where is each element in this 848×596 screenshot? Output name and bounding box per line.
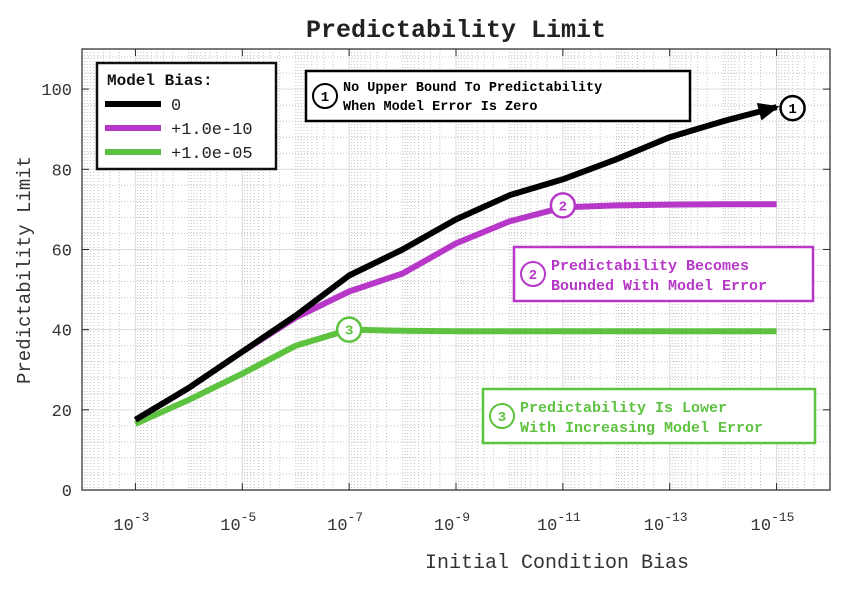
marker-label: 1 bbox=[788, 102, 796, 118]
y-tick-label: 0 bbox=[62, 483, 72, 502]
series-markers: 1 2 3 bbox=[335, 94, 806, 343]
annotation-3: 3 Predictability Is Lower With Increasing … bbox=[481, 387, 817, 445]
y-tick-label: 60 bbox=[52, 242, 72, 261]
annotation-number: 2 bbox=[529, 268, 537, 284]
marker-3: 3 bbox=[335, 316, 363, 343]
annotation-box bbox=[512, 245, 815, 303]
annotation-2: 2 Predictability Becomes Bounded With Mode… bbox=[512, 245, 815, 303]
annotation-text-line: Predictability Is Lower bbox=[520, 400, 727, 417]
annotation-text-line: When Model Error Is Zero bbox=[343, 100, 537, 115]
marker-1: 1 bbox=[779, 94, 806, 122]
marker-circle bbox=[335, 316, 363, 343]
legend-title: Model Bias: bbox=[107, 72, 213, 90]
x-tick-label: 10-11 bbox=[537, 510, 581, 536]
y-tick-label: 20 bbox=[52, 403, 72, 422]
annotation-number: 1 bbox=[321, 90, 329, 106]
y-tick-label: 40 bbox=[52, 323, 72, 342]
chart-title: Predictability Limit bbox=[306, 16, 606, 45]
annotation-text-line: Predictability Becomes bbox=[551, 258, 749, 275]
x-tick-label: 10-15 bbox=[751, 510, 795, 536]
annotation-box bbox=[304, 69, 692, 123]
annotation-1: 1 No Upper Bound To Predictability When Mo… bbox=[304, 69, 692, 123]
annotation-number-circle bbox=[489, 403, 515, 429]
y-tick-label: 80 bbox=[52, 162, 72, 181]
x-tick-label: 10-7 bbox=[327, 510, 363, 536]
annotation-number-circle bbox=[520, 261, 546, 287]
marker-2: 2 bbox=[549, 192, 577, 219]
y-axis-label: Predictability Limit bbox=[14, 156, 36, 384]
x-tick-label: 10-5 bbox=[220, 510, 256, 536]
series-arrowhead bbox=[756, 102, 780, 121]
y-tick-label: 100 bbox=[41, 82, 72, 101]
x-tick-label: 10-13 bbox=[644, 510, 688, 536]
legend-label: 0 bbox=[171, 97, 181, 116]
series-lines bbox=[133, 102, 780, 427]
annotation-text-line: No Upper Bound To Predictability bbox=[343, 81, 602, 96]
x-axis-label: Initial Condition Bias bbox=[425, 552, 689, 575]
series-line bbox=[133, 104, 778, 423]
marker-label: 3 bbox=[345, 324, 353, 340]
x-tick-label: 10-3 bbox=[113, 510, 149, 536]
marker-circle bbox=[549, 192, 577, 219]
annotation-number: 3 bbox=[498, 410, 506, 426]
annotation-text-line: Bounded With Model Error bbox=[551, 278, 767, 295]
legend-label: +1.0e-05 bbox=[171, 145, 253, 164]
annotations: 1 No Upper Bound To Predictability When Mo… bbox=[304, 69, 817, 445]
annotation-text-line: With Increasing Model Error bbox=[520, 420, 763, 437]
marker-label: 2 bbox=[559, 199, 567, 215]
marker-circle bbox=[779, 94, 806, 122]
annotation-box bbox=[481, 387, 817, 445]
x-tick-label: 10-9 bbox=[434, 510, 470, 536]
annotation-number-circle bbox=[312, 83, 338, 109]
legend-label: +1.0e-10 bbox=[171, 121, 253, 140]
series-line bbox=[134, 326, 777, 427]
legend: Model Bias: 0 +1.0e-10 +1.0e-05 bbox=[95, 61, 278, 171]
